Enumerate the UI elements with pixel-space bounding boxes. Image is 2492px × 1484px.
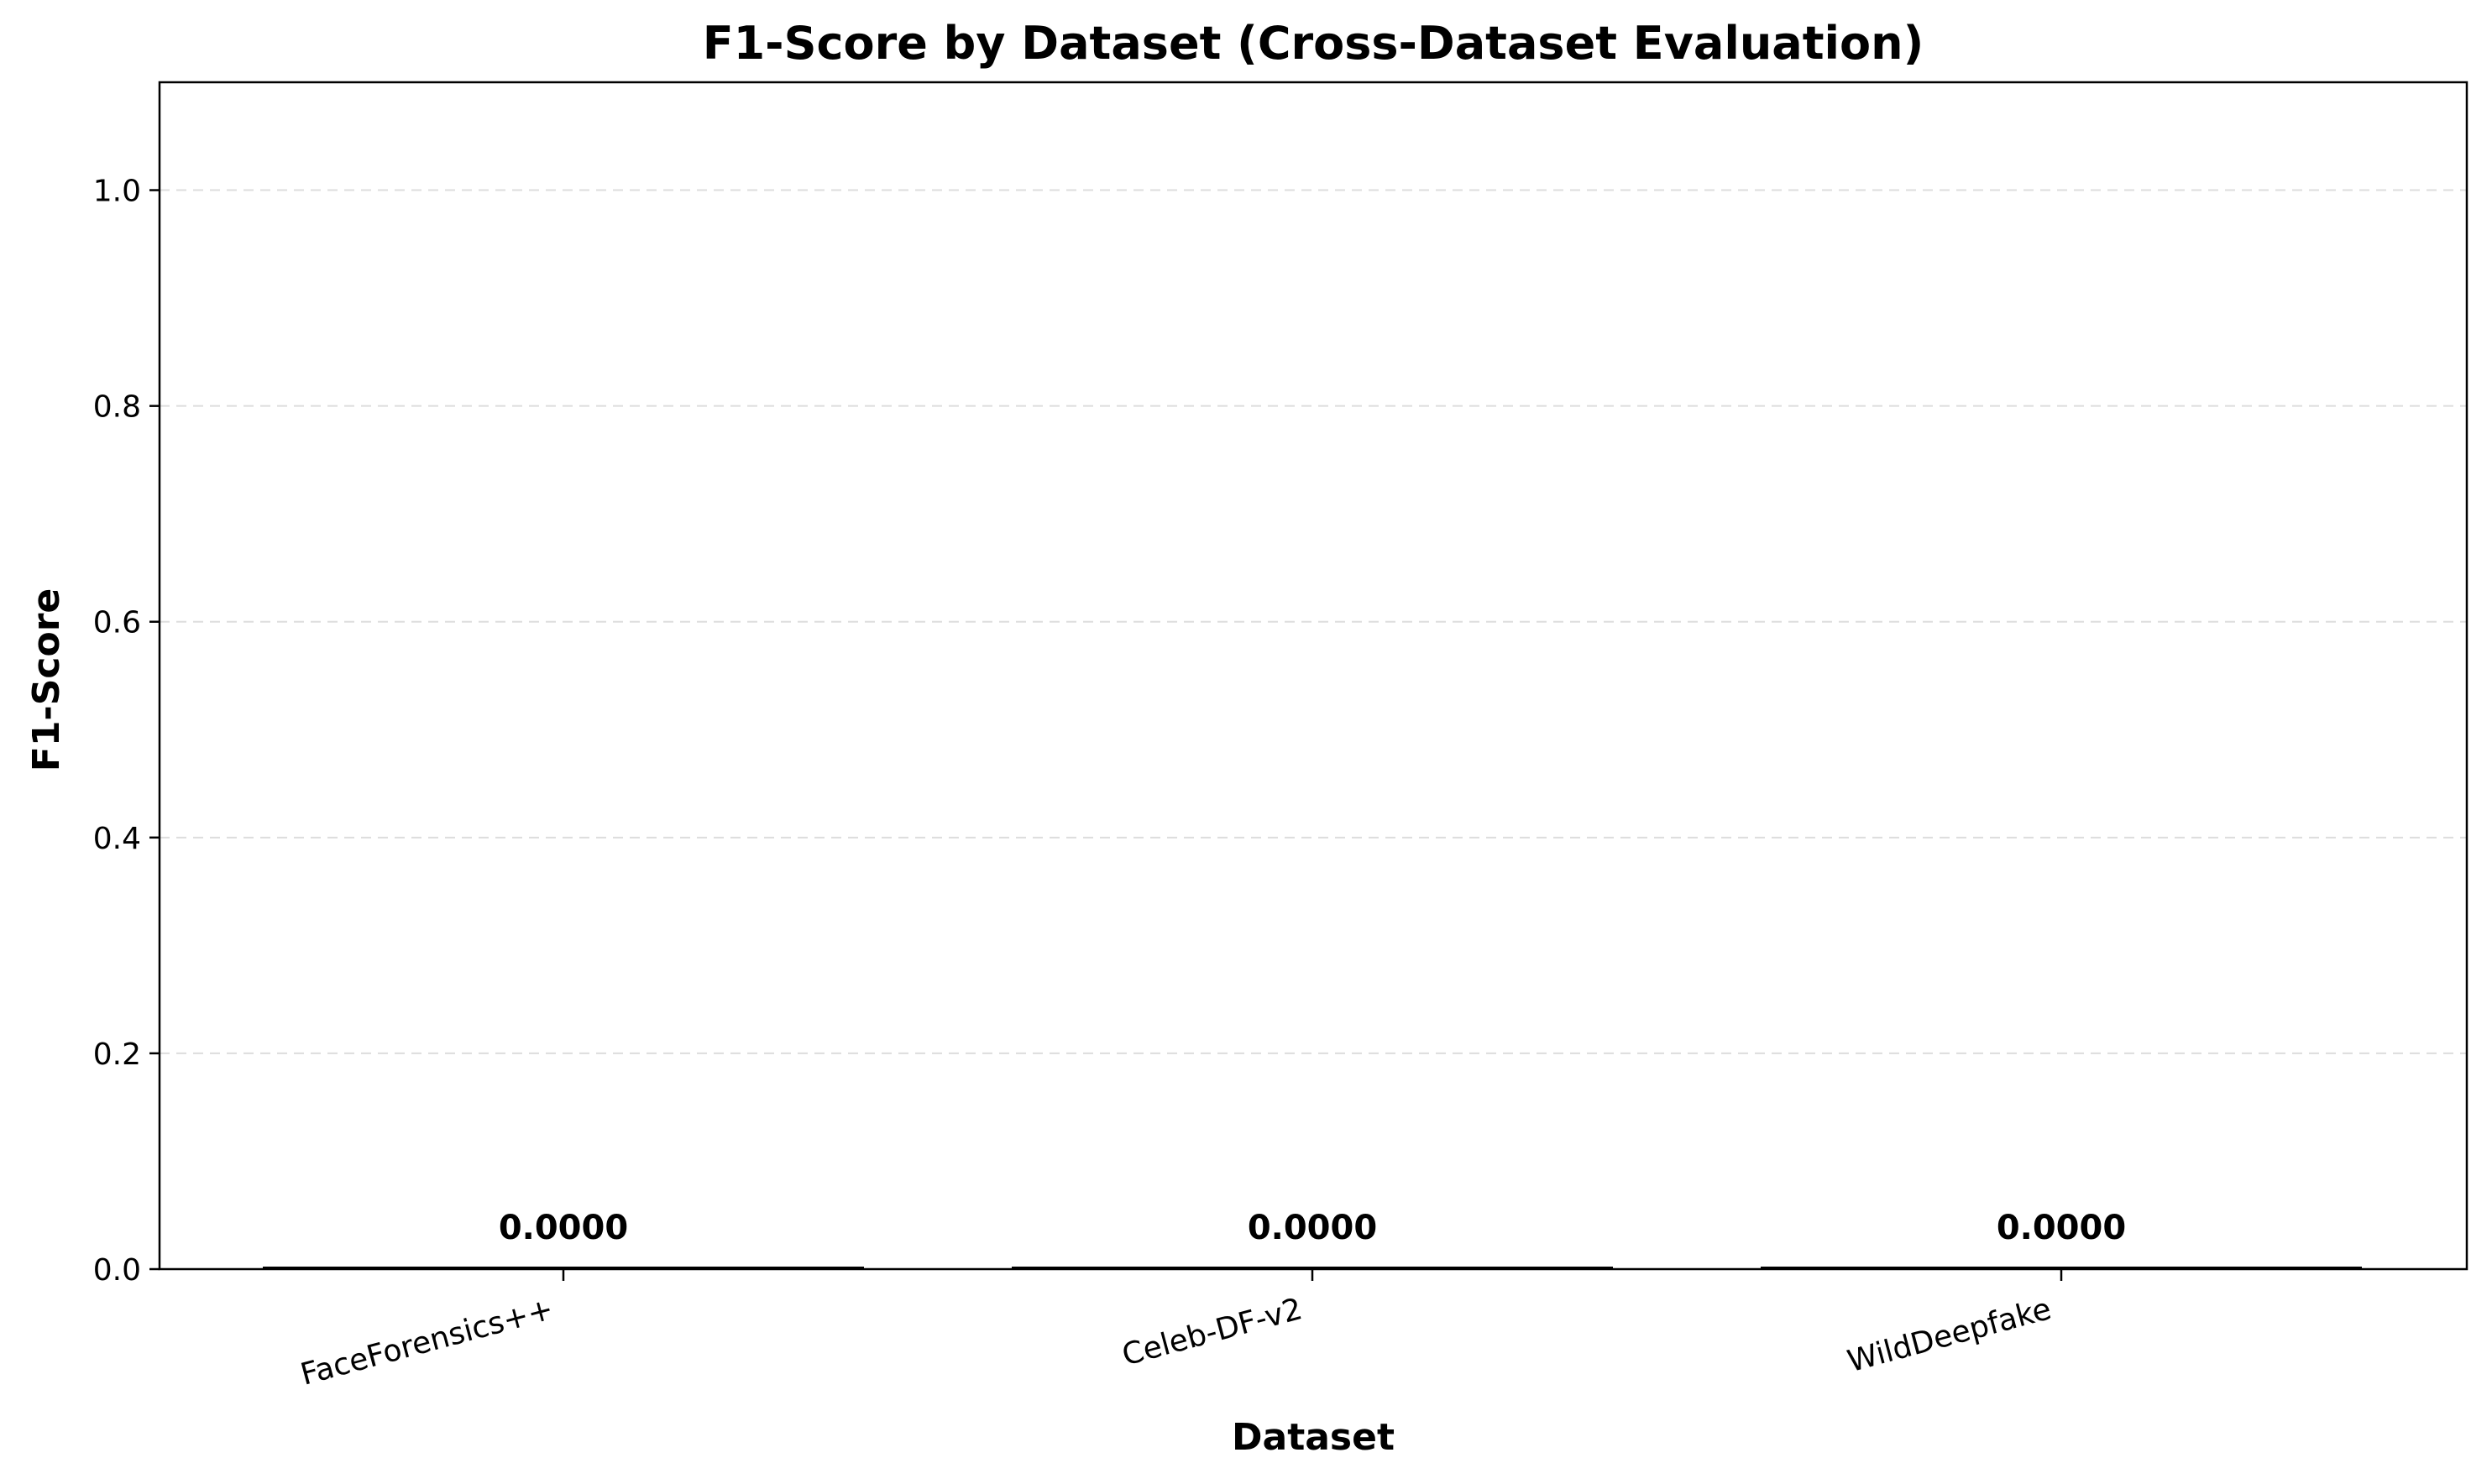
- y-tick-label: 0.8: [93, 390, 141, 425]
- y-tick-label: 0.6: [93, 606, 141, 640]
- y-gridlines: [160, 189, 2467, 1270]
- y-axis-ticks: 0.0 0.2 0.4 0.6 0.8 1.0: [93, 175, 160, 1288]
- value-labels: 0.0000 0.0000 0.0000: [499, 1209, 2126, 1247]
- y-tick-label: 0.0: [93, 1253, 141, 1288]
- bar-value-label: 0.0000: [1997, 1209, 2126, 1247]
- x-tick-label: FaceForensics++: [297, 1292, 558, 1393]
- y-tick-label: 0.2: [93, 1037, 141, 1072]
- bar-value-label: 0.0000: [1248, 1209, 1377, 1247]
- bar-value-label: 0.0000: [499, 1209, 628, 1247]
- y-tick-label: 0.4: [93, 822, 141, 856]
- x-tick-label: Celeb-DF-v2: [1118, 1292, 1306, 1373]
- x-tick-label: WildDeepfake: [1844, 1292, 2055, 1379]
- chart-title: F1-Score by Dataset (Cross-Dataset Evalu…: [703, 17, 1924, 70]
- y-tick-label: 1.0: [93, 175, 141, 209]
- plot-frame: [158, 81, 2468, 1271]
- x-axis-ticks: FaceForensics++ Celeb-DF-v2 WildDeepfake: [297, 1269, 2063, 1393]
- y-axis-label: F1-Score: [25, 588, 68, 771]
- x-axis-label: Dataset: [1232, 1416, 1395, 1459]
